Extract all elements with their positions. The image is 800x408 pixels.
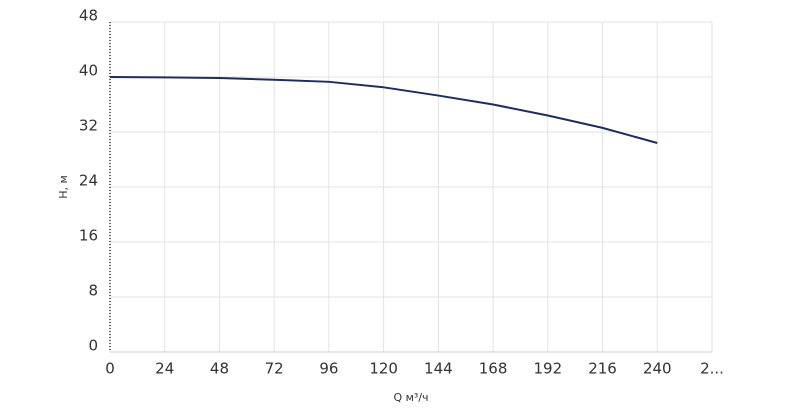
- x-tick-label: 168: [479, 360, 508, 378]
- y-tick-label: 0: [88, 337, 98, 355]
- x-tick-label: 0: [105, 360, 115, 378]
- x-tick-label: 192: [533, 360, 562, 378]
- x-tick-label: 216: [588, 360, 617, 378]
- x-tick-label: 2...: [700, 360, 724, 378]
- y-axis-title: H, м: [57, 175, 70, 199]
- line: [109, 76, 658, 144]
- x-tick-label: 144: [424, 360, 453, 378]
- y-tick-label: 32: [79, 117, 98, 135]
- y-tick-label: 48: [79, 7, 98, 25]
- y-tick-label: 40: [79, 62, 98, 80]
- x-tick-label: 48: [210, 360, 229, 378]
- x-tick-label: 72: [265, 360, 284, 378]
- x-tick-label: 120: [369, 360, 398, 378]
- x-axis-title: Q м³/ч: [393, 391, 428, 404]
- y-tick-label: 16: [79, 227, 98, 245]
- x-tick-label: 240: [643, 360, 672, 378]
- y-tick-label: 24: [79, 172, 98, 190]
- x-tick-label: 96: [319, 360, 338, 378]
- x-tick-label: 24: [155, 360, 174, 378]
- y-tick-label: 8: [88, 282, 98, 300]
